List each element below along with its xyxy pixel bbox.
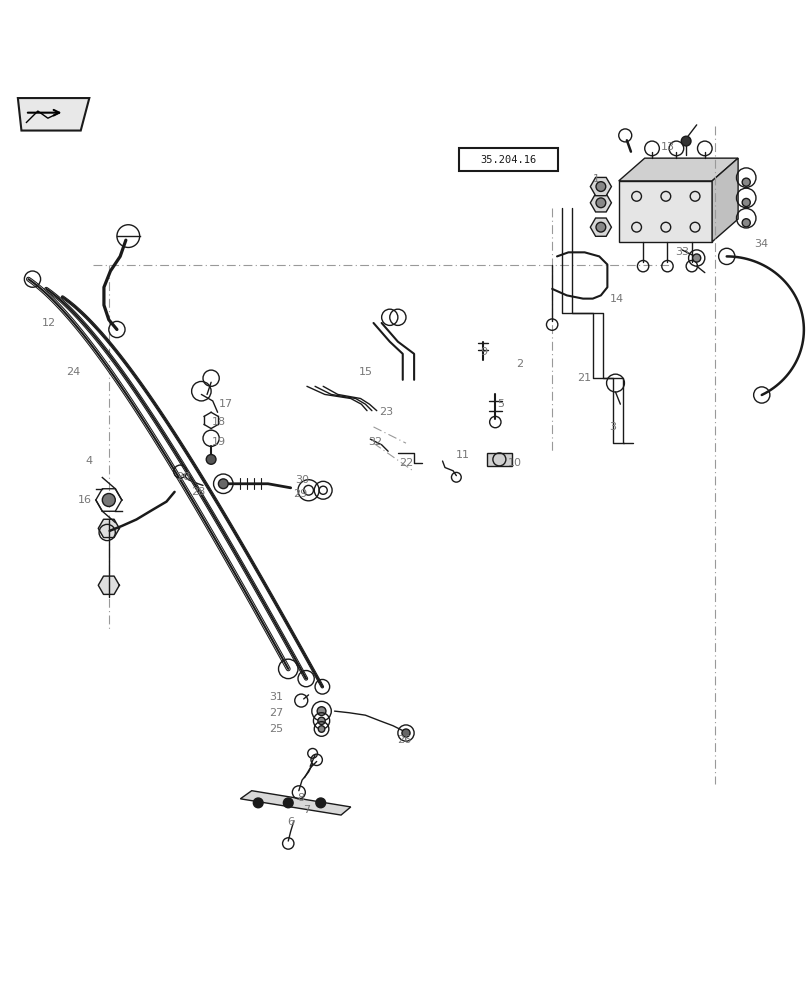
Circle shape (315, 798, 325, 808)
Text: 2: 2 (516, 359, 522, 369)
Text: 32: 32 (367, 437, 382, 447)
Text: 28: 28 (191, 487, 205, 497)
Text: 8: 8 (297, 793, 303, 803)
Text: 20: 20 (175, 472, 190, 482)
Text: 24: 24 (66, 367, 80, 377)
Circle shape (206, 455, 216, 464)
Polygon shape (590, 177, 611, 196)
Polygon shape (618, 158, 737, 181)
Circle shape (741, 219, 749, 227)
Circle shape (680, 136, 690, 146)
Circle shape (283, 798, 293, 808)
Text: 25: 25 (268, 724, 283, 734)
Circle shape (741, 178, 749, 186)
Polygon shape (487, 453, 511, 466)
Polygon shape (98, 519, 119, 538)
Text: 1: 1 (593, 174, 599, 184)
Circle shape (253, 798, 263, 808)
Text: 23: 23 (379, 407, 393, 417)
Text: 13: 13 (659, 142, 674, 152)
Circle shape (595, 222, 605, 232)
Polygon shape (98, 576, 119, 594)
Text: 19: 19 (212, 437, 226, 447)
Text: 10: 10 (507, 458, 521, 468)
Circle shape (318, 726, 324, 732)
Text: 29: 29 (293, 489, 307, 499)
Text: 34: 34 (753, 239, 768, 249)
Polygon shape (590, 218, 611, 236)
Circle shape (401, 729, 410, 737)
Polygon shape (618, 181, 711, 242)
Text: 6: 6 (287, 817, 294, 827)
Polygon shape (240, 791, 350, 815)
Text: 3: 3 (609, 422, 616, 432)
Text: 4: 4 (86, 456, 92, 466)
Text: 17: 17 (218, 399, 233, 409)
Polygon shape (590, 194, 611, 212)
Text: 31: 31 (268, 692, 283, 702)
Circle shape (741, 198, 749, 207)
Circle shape (595, 182, 605, 191)
Text: 21: 21 (577, 373, 591, 383)
Circle shape (317, 707, 325, 716)
Text: 22: 22 (398, 458, 413, 468)
Text: 14: 14 (609, 294, 624, 304)
Text: 30: 30 (294, 475, 309, 485)
Circle shape (692, 254, 700, 262)
Text: 35.204.16: 35.204.16 (479, 155, 536, 165)
Polygon shape (711, 158, 737, 242)
Circle shape (595, 198, 605, 208)
Text: 26: 26 (397, 735, 411, 745)
Text: 15: 15 (358, 367, 372, 377)
Text: 16: 16 (77, 495, 92, 505)
Circle shape (218, 479, 228, 489)
Text: 33: 33 (674, 247, 689, 257)
Polygon shape (18, 98, 89, 131)
Bar (458, 148, 557, 171)
Text: 7: 7 (303, 805, 310, 815)
Text: 9: 9 (480, 347, 487, 357)
Circle shape (102, 494, 115, 506)
Text: 18: 18 (212, 417, 226, 427)
Text: 11: 11 (455, 450, 470, 460)
Text: 12: 12 (41, 318, 56, 328)
Circle shape (317, 717, 324, 725)
Text: 5: 5 (496, 399, 503, 409)
Text: 27: 27 (268, 708, 283, 718)
